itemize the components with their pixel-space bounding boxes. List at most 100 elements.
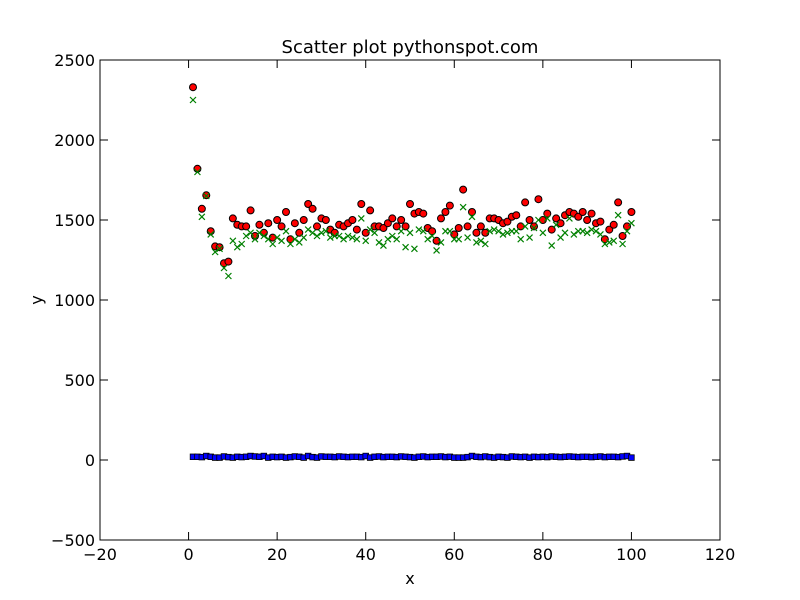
data-point-circle xyxy=(228,214,237,223)
data-point-x xyxy=(207,230,215,238)
data-point-x xyxy=(415,226,423,234)
data-point-circle xyxy=(197,204,206,213)
data-point-x xyxy=(597,230,604,238)
y-tick-label: 0 xyxy=(85,451,95,470)
data-point-x xyxy=(535,216,542,224)
data-point-circle xyxy=(366,206,375,215)
data-point-circle xyxy=(609,220,618,229)
data-point-x xyxy=(322,227,330,235)
data-point-x xyxy=(198,213,206,221)
data-point-x xyxy=(278,237,285,245)
data-point-x xyxy=(495,227,502,235)
data-point-circle xyxy=(264,219,273,228)
data-point-circle xyxy=(304,200,313,208)
data-point-circle xyxy=(574,212,583,221)
data-point-x xyxy=(344,232,352,240)
data-point-circle xyxy=(388,214,397,223)
data-point-x xyxy=(588,226,595,234)
data-point-circle xyxy=(459,185,468,194)
x-tick-label: 120 xyxy=(705,545,736,564)
data-point-circle xyxy=(578,208,587,216)
data-point-x xyxy=(282,227,290,235)
data-point-x xyxy=(419,227,427,235)
data-point-x xyxy=(481,240,489,248)
data-point-x xyxy=(605,238,613,246)
x-axis-label: x xyxy=(405,569,414,588)
data-point-x xyxy=(304,226,312,234)
data-point-circle xyxy=(308,204,317,213)
y-tick-label: 1500 xyxy=(54,211,95,230)
data-point-circle xyxy=(627,208,636,216)
data-point-x xyxy=(211,248,219,256)
data-point-x xyxy=(512,227,520,235)
data-point-x xyxy=(335,232,343,240)
data-point-x xyxy=(459,203,467,211)
data-point-circle xyxy=(299,216,308,224)
data-point-x xyxy=(380,242,387,250)
data-point-circle xyxy=(352,225,361,234)
data-point-x xyxy=(623,227,631,235)
data-point-x xyxy=(521,222,529,230)
data-point-circle xyxy=(428,227,437,236)
data-point-x xyxy=(619,240,626,248)
data-point-x xyxy=(433,246,440,254)
data-point-circle xyxy=(543,209,552,218)
data-point-x xyxy=(628,219,635,227)
data-point-x xyxy=(375,238,383,246)
data-point-circle xyxy=(445,201,454,210)
data-point-circle xyxy=(379,224,388,232)
data-point-x xyxy=(233,243,241,251)
data-point-x xyxy=(610,237,618,245)
data-point-x xyxy=(397,227,405,235)
data-point-circle xyxy=(242,222,251,231)
y-tick-label: −500 xyxy=(51,531,95,550)
data-point-circle xyxy=(521,198,530,207)
data-point-x xyxy=(437,238,445,246)
data-point-x xyxy=(371,229,378,237)
data-point-circle xyxy=(224,257,233,266)
x-tick-label: 60 xyxy=(444,545,464,564)
data-point-x xyxy=(552,221,560,229)
y-tick-label: 1000 xyxy=(54,291,95,310)
data-point-x xyxy=(349,234,356,242)
data-point-x xyxy=(251,235,259,243)
data-point-circle xyxy=(512,211,521,220)
data-point-circle xyxy=(406,200,414,208)
data-point-circle xyxy=(348,216,357,224)
data-point-circle xyxy=(437,214,445,223)
x-tick-label: −20 xyxy=(83,545,117,564)
data-point-circle xyxy=(189,83,197,92)
data-point-x xyxy=(477,237,485,245)
data-point-x xyxy=(548,242,556,250)
data-point-x xyxy=(269,240,277,248)
x-axis: −20 0 20 40 60 80 100 120 xyxy=(83,60,735,564)
x-tick-label: 40 xyxy=(356,545,376,564)
data-point-x xyxy=(256,229,263,237)
data-point-x xyxy=(242,232,250,240)
data-point-x xyxy=(446,227,454,235)
data-point-x xyxy=(517,235,525,243)
x-tick-label: 100 xyxy=(616,545,647,564)
data-point-x xyxy=(393,235,401,243)
data-point-circle xyxy=(286,235,295,244)
data-point-circle xyxy=(525,216,534,224)
data-point-x xyxy=(313,232,321,240)
data-point-x xyxy=(216,245,223,253)
data-point-x xyxy=(247,229,254,237)
x-tick-label: 80 xyxy=(533,545,553,564)
data-point-x xyxy=(357,214,365,222)
chart-title: Scatter plot pythonspot.com xyxy=(282,37,539,58)
data-point-circle xyxy=(623,222,631,231)
data-point-circle xyxy=(246,206,255,215)
data-point-circle xyxy=(383,219,392,228)
data-point-x xyxy=(326,234,334,242)
data-point-circle xyxy=(534,195,543,204)
data-point-x xyxy=(189,96,197,104)
data-point-x xyxy=(455,235,463,243)
data-point-x xyxy=(388,232,396,240)
data-point-circle xyxy=(397,216,406,224)
data-point-x xyxy=(411,245,418,253)
data-point-x xyxy=(406,229,414,237)
data-point-circle xyxy=(463,222,472,231)
